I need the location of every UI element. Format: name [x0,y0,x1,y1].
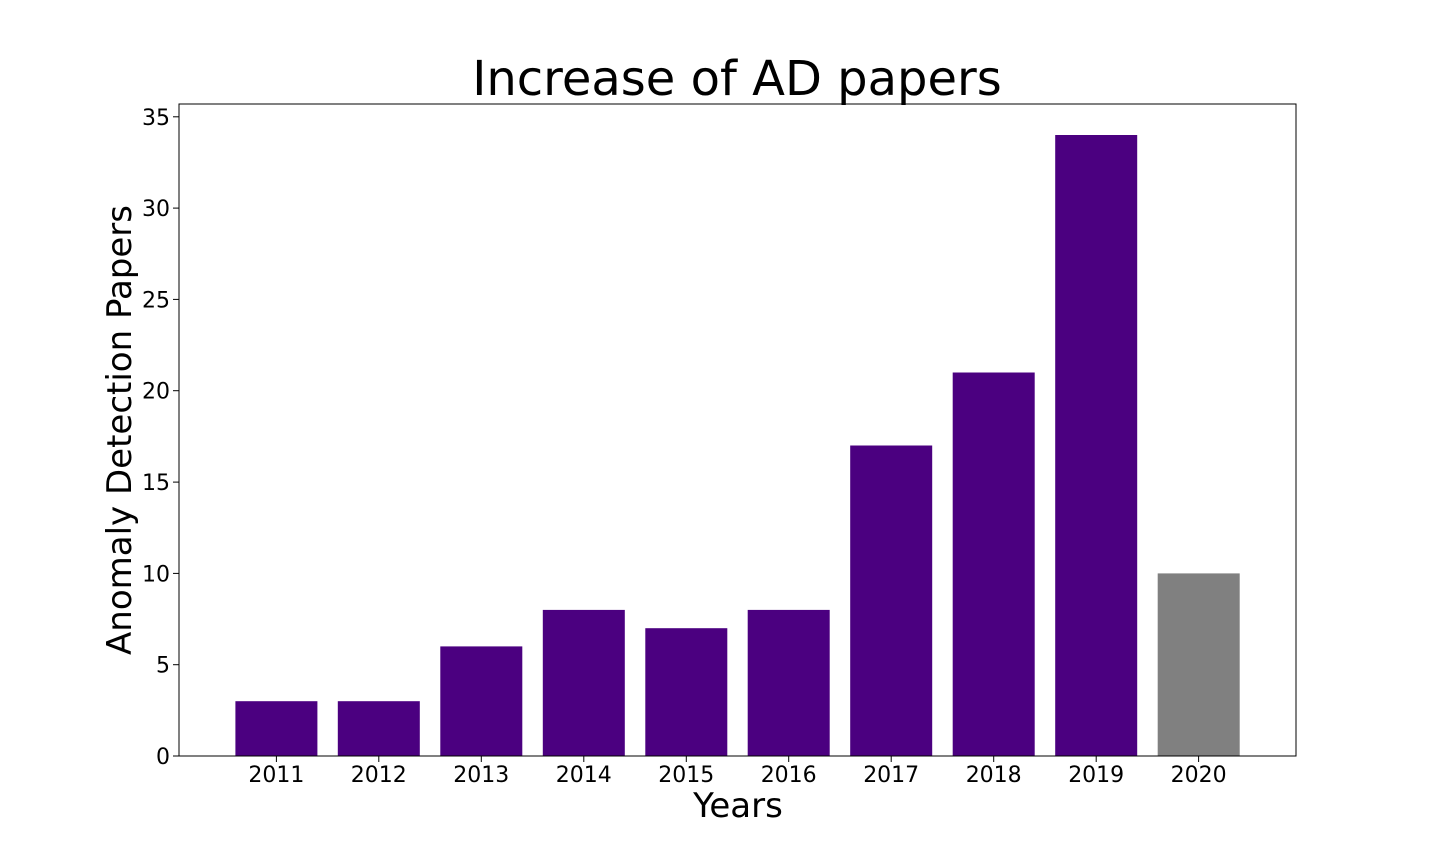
y-tick-label-5: 5 [156,654,170,679]
y-tick-label-20: 20 [142,380,170,405]
x-tick-label-2019: 2019 [1068,763,1124,788]
y-axis-ticks: 0 5 10 15 20 25 30 35 [142,106,179,770]
bar-2013 [440,646,523,756]
bar-2019 [1055,135,1138,756]
y-tick-label-25: 25 [142,288,170,313]
x-tick-label-2020: 2020 [1171,763,1227,788]
x-tick-label-2018: 2018 [966,763,1022,788]
y-tick-label-30: 30 [142,197,170,222]
x-axis-ticks: 2011 2012 2013 2014 2015 2016 2017 2018 2019 2020 [248,756,1227,788]
bar-2015 [645,628,728,756]
x-tick-label-2017: 2017 [863,763,919,788]
bar-2016 [747,609,830,756]
x-tick-label-2012: 2012 [351,763,407,788]
bar-2012 [337,701,420,756]
plot-frame [178,103,1297,757]
x-tick-label-2013: 2013 [453,763,509,788]
bar-2020 [1157,573,1240,756]
y-axis-label: Anomaly Detection Papers [100,205,140,655]
bar-2017 [850,445,933,756]
x-tick-label-2016: 2016 [761,763,817,788]
y-tick-label-15: 15 [142,471,170,496]
x-tick-label-2011: 2011 [248,763,304,788]
x-tick-label-2015: 2015 [658,763,714,788]
bars-group [235,135,1240,756]
y-tick-label-0: 0 [156,745,170,770]
x-tick-label-2014: 2014 [556,763,612,788]
y-tick-label-10: 10 [142,562,170,587]
bar-2014 [542,609,625,756]
chart-title: Increase of AD papers [472,51,1002,107]
bar-2011 [235,701,318,756]
bar-2018 [952,372,1035,756]
y-tick-label-35: 35 [142,106,170,131]
x-axis-label: Years [692,786,783,826]
